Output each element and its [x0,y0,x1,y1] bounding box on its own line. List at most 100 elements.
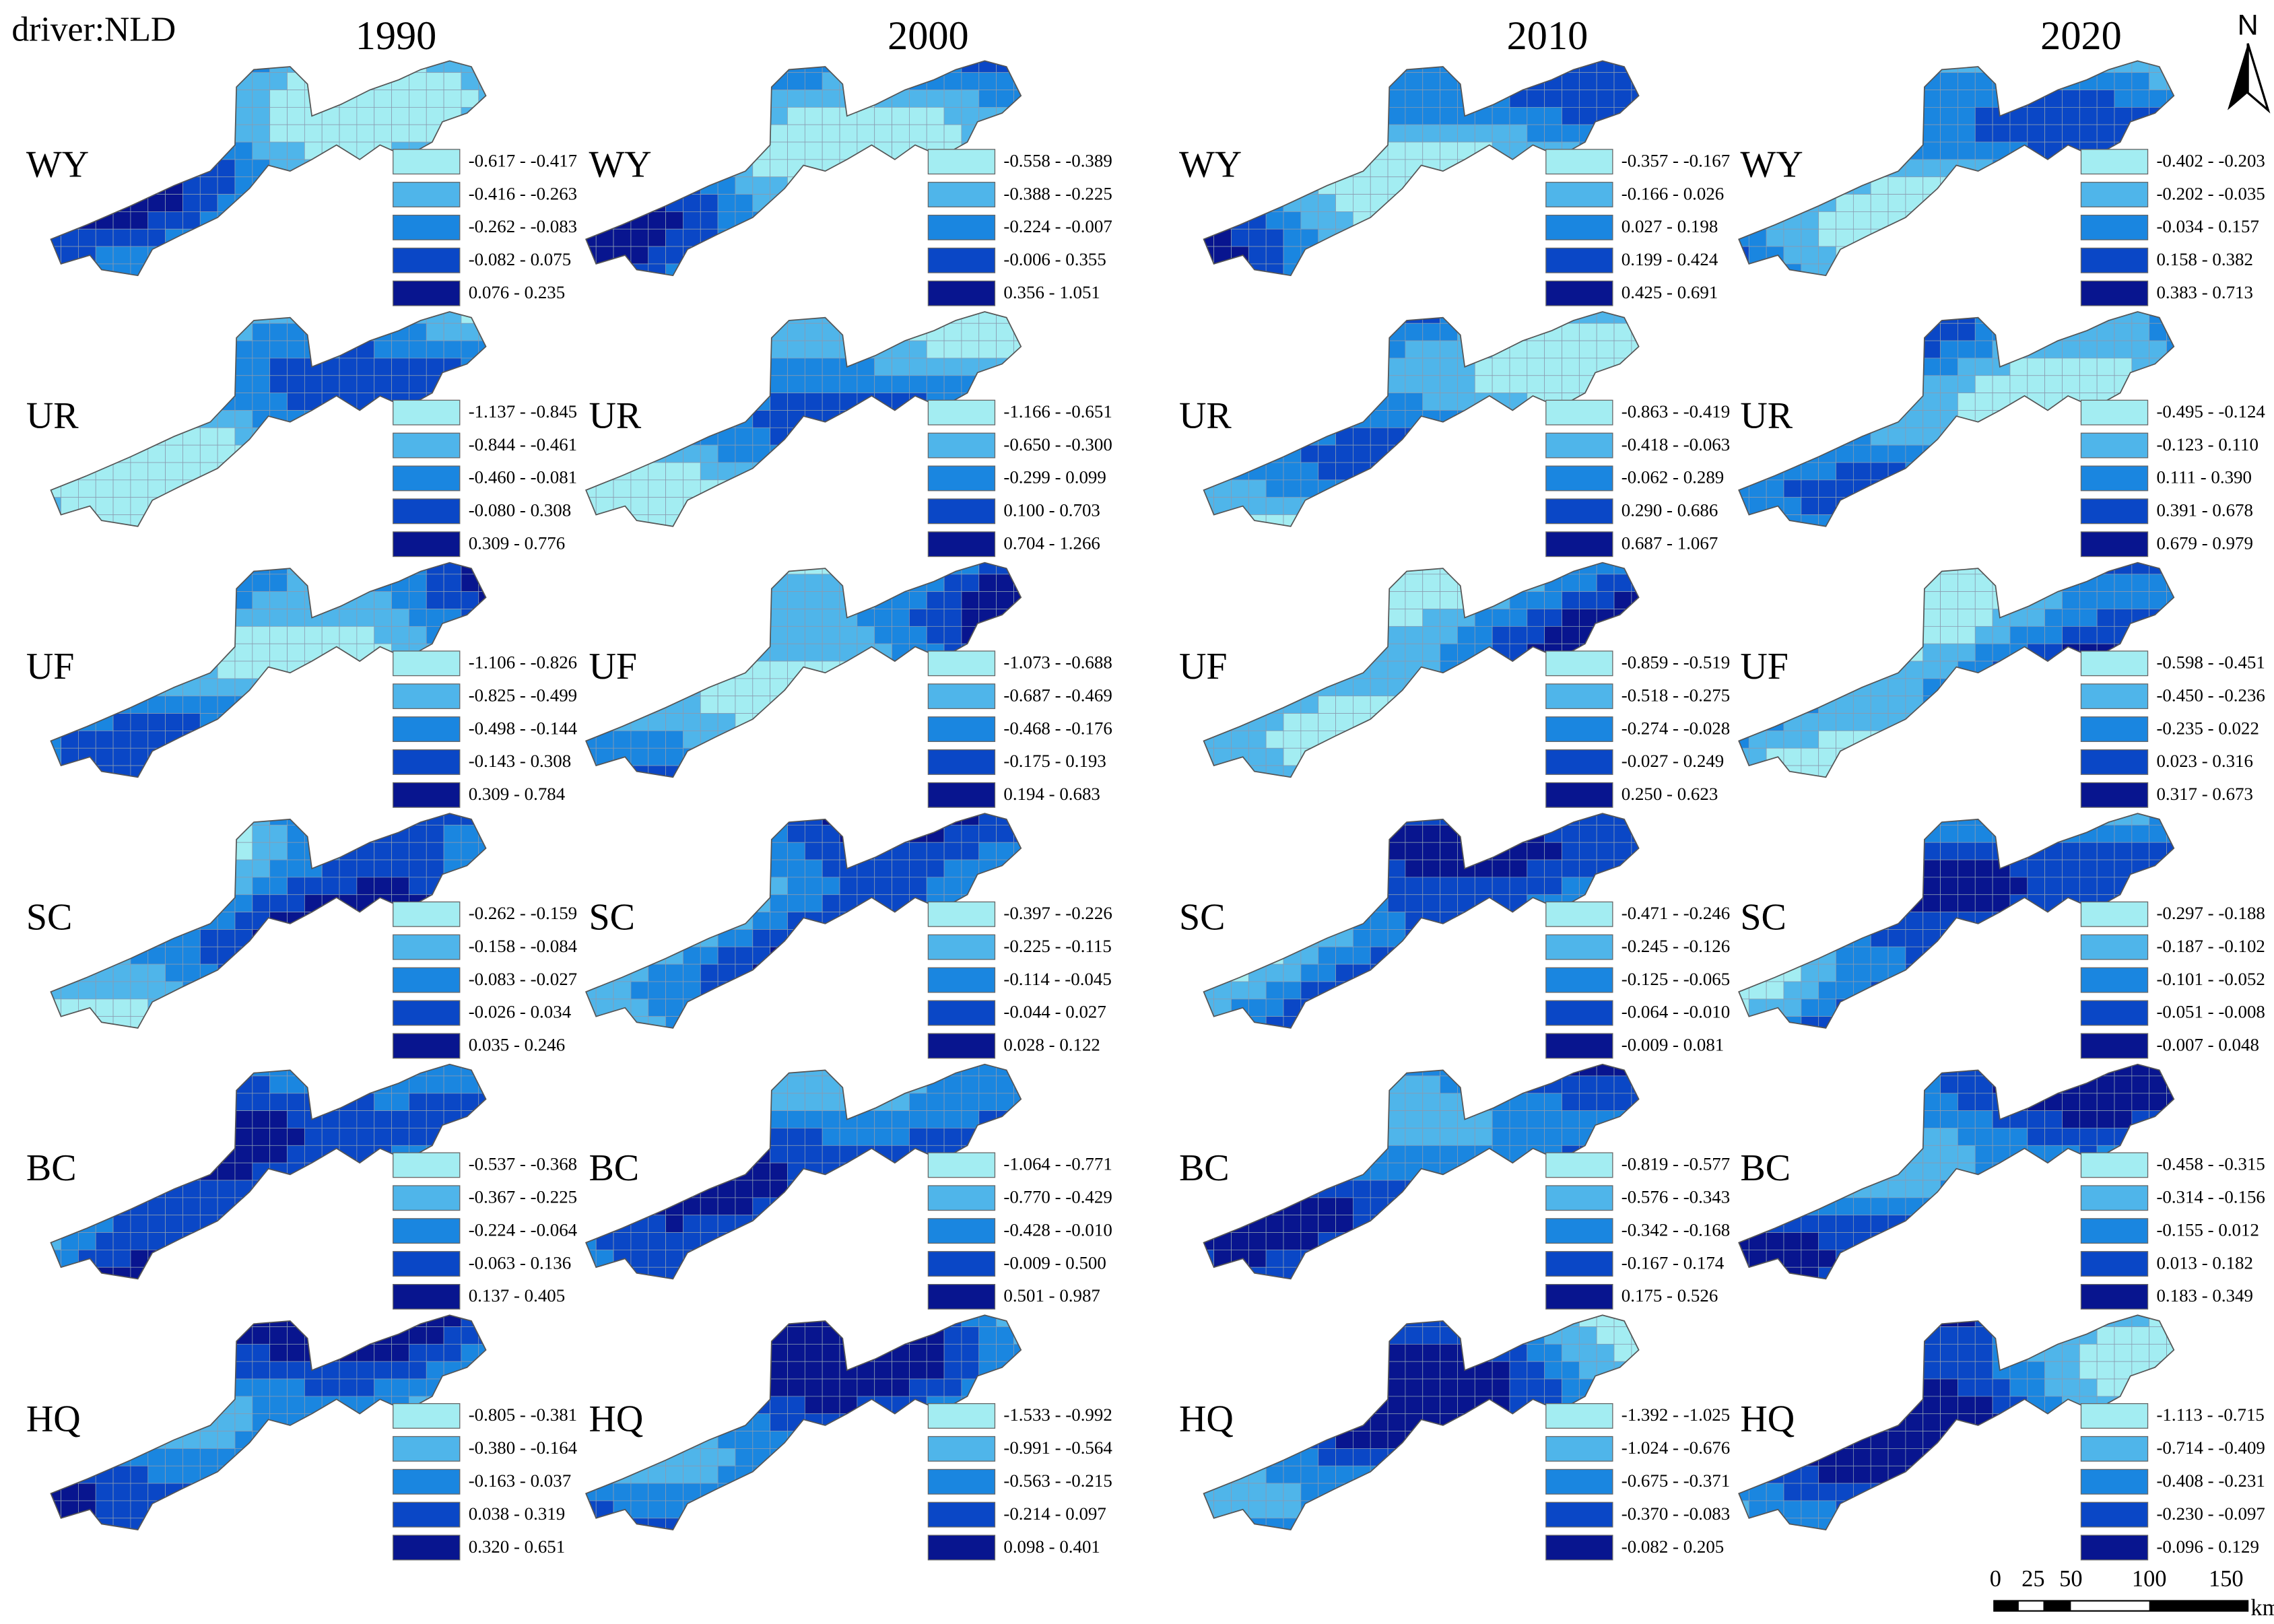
grid-cell [148,281,166,299]
grid-cell [1353,281,1370,299]
grid-cell [478,1064,486,1077]
grid-cell [892,176,910,195]
grid-cell [1387,246,1406,265]
grid-cell [752,661,771,679]
grid-cell [735,842,754,860]
grid-cell [112,912,131,930]
grid-cell [752,825,771,843]
legend-swatch [393,465,461,492]
grid-cell [683,90,701,108]
grid-cell [630,999,649,1017]
grid-cell [304,877,323,895]
grid-cell [822,479,840,498]
grid-cell [253,783,270,801]
grid-cell [1335,246,1353,265]
grid-cell [665,1110,683,1128]
grid-cell [770,1110,788,1128]
grid-cell [648,1232,666,1250]
grid-cell [839,1378,858,1397]
grid-cell [339,176,358,195]
grid-cell [443,375,462,393]
grid-cell [839,999,858,1017]
grid-cell [147,90,166,108]
grid-cell [356,211,375,230]
grid-cell [199,1215,218,1233]
grid-cell [234,1396,253,1415]
grid-cell [374,1016,392,1028]
grid-cell [787,497,805,515]
grid-cell [443,323,462,341]
grid-cell [199,228,218,247]
grid-cell [909,877,927,895]
grid-cell [683,1128,701,1146]
grid-cell [1265,61,1284,73]
grid-cell [770,1162,788,1181]
grid-cell [909,462,927,481]
grid-cell [892,1064,910,1077]
grid-cell [648,1378,666,1397]
grid-cell [787,625,805,644]
grid-cell [683,912,701,930]
grid-cell [374,211,392,230]
grid-cell [804,211,823,230]
grid-cell [1248,393,1267,411]
legend-swatch [393,1152,461,1178]
grid-cell [717,963,736,982]
grid-cell [217,912,236,930]
grid-cell [874,340,892,359]
grid-cell [287,444,305,463]
grid-cell [700,106,718,125]
grid-cell [339,228,358,247]
grid-cell [857,228,875,247]
grid-cell [630,72,649,90]
legend-swatch [927,149,996,175]
legend-label: -1.064 - -0.771 [1003,1154,1112,1174]
grid-cell [61,1465,79,1484]
grid-cell [130,1232,149,1250]
grid-cell [147,1215,166,1233]
grid-cell [595,1110,614,1128]
grid-cell [804,1197,823,1216]
grid-cell [165,1016,183,1028]
grid-cell [822,1128,840,1146]
grid-cell [804,859,823,878]
grid-cell [269,696,288,714]
grid-cell [287,427,305,446]
grid-cell [717,323,736,341]
grid-cell [321,61,340,73]
grid-cell [613,1518,632,1530]
grid-cell [356,375,375,393]
grid-cell [839,1500,858,1519]
grid-cell [735,999,754,1017]
grid-cell [787,678,805,697]
grid-cell [374,1361,392,1380]
grid-cell [1440,263,1458,276]
grid-cell [857,61,875,73]
grid-cell [51,1518,61,1530]
grid-cell [374,159,392,178]
grid-cell [356,1215,375,1233]
grid-cell [112,393,131,411]
grid-cell [857,194,875,212]
grid-cell [717,859,736,878]
grid-cell [1213,106,1232,125]
grid-cell [1203,514,1215,527]
grid-cell [61,1326,79,1345]
grid-cell [339,358,358,376]
grid-cell [304,713,323,731]
grid-cell [182,1180,201,1198]
grid-cell [787,747,805,766]
grid-cell [909,678,927,697]
grid-cell [700,609,718,627]
grid-cell [700,1361,718,1380]
grid-cell [443,1093,462,1112]
grid-cell [304,783,322,801]
grid-cell [61,609,79,627]
grid-cell [613,1266,632,1279]
grid-cell [1013,358,1022,376]
grid-cell [1370,72,1389,90]
grid-cell [804,124,823,143]
grid-cell [321,1378,340,1397]
grid-cell [391,813,409,825]
grid-cell [321,1064,340,1077]
